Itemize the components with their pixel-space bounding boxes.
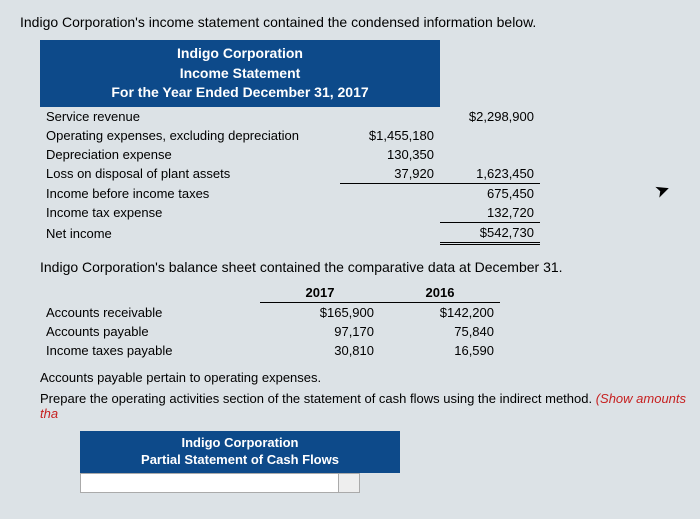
cursor-icon: ➤ — [652, 178, 673, 203]
row-label: Accounts payable — [40, 322, 260, 341]
table-row: Service revenue $2,298,900 — [40, 107, 540, 126]
table-row: Depreciation expense 130,350 — [40, 145, 540, 164]
row-label: Income before income taxes — [40, 183, 340, 203]
instruction-text: Prepare the operating activities section… — [40, 391, 700, 421]
chevron-updown-icon: ▴▾ — [344, 478, 354, 488]
cell — [440, 126, 540, 145]
row-label: Income tax expense — [40, 203, 340, 223]
cell: 37,920 — [340, 164, 440, 184]
cell: 675,450 — [440, 183, 540, 203]
col-header: 2017 — [260, 283, 380, 303]
cell: $542,730 — [440, 222, 540, 243]
balance-sheet-intro: Indigo Corporation's balance sheet conta… — [40, 259, 700, 275]
cell — [340, 203, 440, 223]
balance-sheet-table: 2017 2016 Accounts receivable $165,900 $… — [40, 283, 500, 360]
income-statement-header: Indigo Corporation Income Statement For … — [40, 40, 440, 107]
intro-text: Indigo Corporation's income statement co… — [20, 14, 700, 30]
header2-company: Indigo Corporation — [80, 435, 400, 452]
cell — [340, 183, 440, 203]
table-row: Accounts payable 97,170 75,840 — [40, 322, 500, 341]
cell: $1,455,180 — [340, 126, 440, 145]
cell: 132,720 — [440, 203, 540, 223]
cell: $2,298,900 — [440, 107, 540, 126]
row-label: Net income — [40, 222, 340, 243]
table-row: Income before income taxes 675,450 — [40, 183, 540, 203]
table-row: Accounts receivable $165,900 $142,200 — [40, 302, 500, 322]
table-row: Income tax expense 132,720 — [40, 203, 540, 223]
table-row: Income taxes payable 30,810 16,590 — [40, 341, 500, 360]
cell: $142,200 — [380, 302, 500, 322]
cell: 97,170 — [260, 322, 380, 341]
header-title: Income Statement — [40, 64, 440, 84]
row-label: Loss on disposal of plant assets — [40, 164, 340, 184]
note-text: Accounts payable pertain to operating ex… — [40, 370, 700, 385]
table-row: 2017 2016 — [40, 283, 500, 303]
row-label: Accounts receivable — [40, 302, 260, 322]
col-header: 2016 — [380, 283, 500, 303]
empty-header — [40, 283, 260, 303]
cell: 75,840 — [380, 322, 500, 341]
cell — [440, 145, 540, 164]
cell — [340, 222, 440, 243]
cell: 1,623,450 — [440, 164, 540, 184]
cell: 130,350 — [340, 145, 440, 164]
table-row: Loss on disposal of plant assets 37,920 … — [40, 164, 540, 184]
cash-flow-header: Indigo Corporation Partial Statement of … — [80, 431, 400, 473]
cell: $165,900 — [260, 302, 380, 322]
row-label: Service revenue — [40, 107, 340, 126]
header-company: Indigo Corporation — [40, 44, 440, 64]
cell — [340, 107, 440, 126]
table-row: Net income $542,730 — [40, 222, 540, 243]
income-statement-table: Service revenue $2,298,900 Operating exp… — [40, 107, 540, 245]
cell: 30,810 — [260, 341, 380, 360]
table-row: Operating expenses, excluding depreciati… — [40, 126, 540, 145]
cell: 16,590 — [380, 341, 500, 360]
row-label: Income taxes payable — [40, 341, 260, 360]
activity-select[interactable]: ▴▾ — [80, 473, 360, 493]
header-period: For the Year Ended December 31, 2017 — [40, 83, 440, 103]
instruction-main: Prepare the operating activities section… — [40, 391, 596, 406]
row-label: Operating expenses, excluding depreciati… — [40, 126, 340, 145]
header2-title: Partial Statement of Cash Flows — [80, 452, 400, 469]
row-label: Depreciation expense — [40, 145, 340, 164]
